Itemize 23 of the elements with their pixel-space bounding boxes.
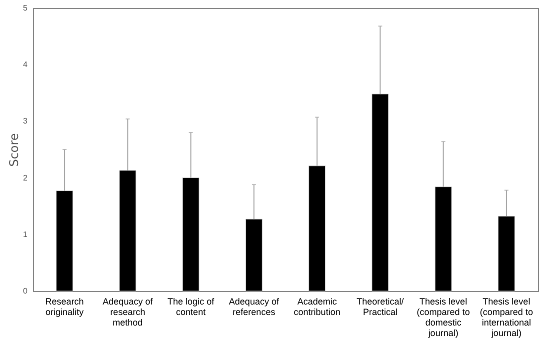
x-tick-label: Research originality xyxy=(45,296,84,317)
y-tick-label: 5 xyxy=(23,4,28,12)
bar xyxy=(182,178,200,292)
bar xyxy=(434,186,452,292)
x-tick-label: The logic of content xyxy=(168,296,215,317)
y-tick-label: 4 xyxy=(23,60,28,70)
bar xyxy=(119,170,136,292)
y-tick-label: 1 xyxy=(23,230,28,239)
bar xyxy=(372,94,389,292)
bar xyxy=(498,216,515,292)
bar xyxy=(56,190,74,292)
y-tick-label: 2 xyxy=(23,173,28,182)
y-axis-title: Score xyxy=(7,133,22,167)
bar xyxy=(245,218,262,292)
y-tick-label: 3 xyxy=(23,116,28,126)
y-tick-label: 0 xyxy=(23,286,28,296)
x-tick-label: Academic contribution xyxy=(294,296,340,317)
x-tick-label: Adequacy of research method xyxy=(102,296,154,328)
x-tick-label: Adequacy of references xyxy=(228,296,280,317)
x-tick-label: Thesis level (compared to international journal) xyxy=(480,296,533,338)
x-tick-label: Theoretical/Practical xyxy=(356,296,404,317)
x-tick-label: Thesis level (compared to domestic journal) xyxy=(416,296,470,338)
bar xyxy=(308,166,326,292)
